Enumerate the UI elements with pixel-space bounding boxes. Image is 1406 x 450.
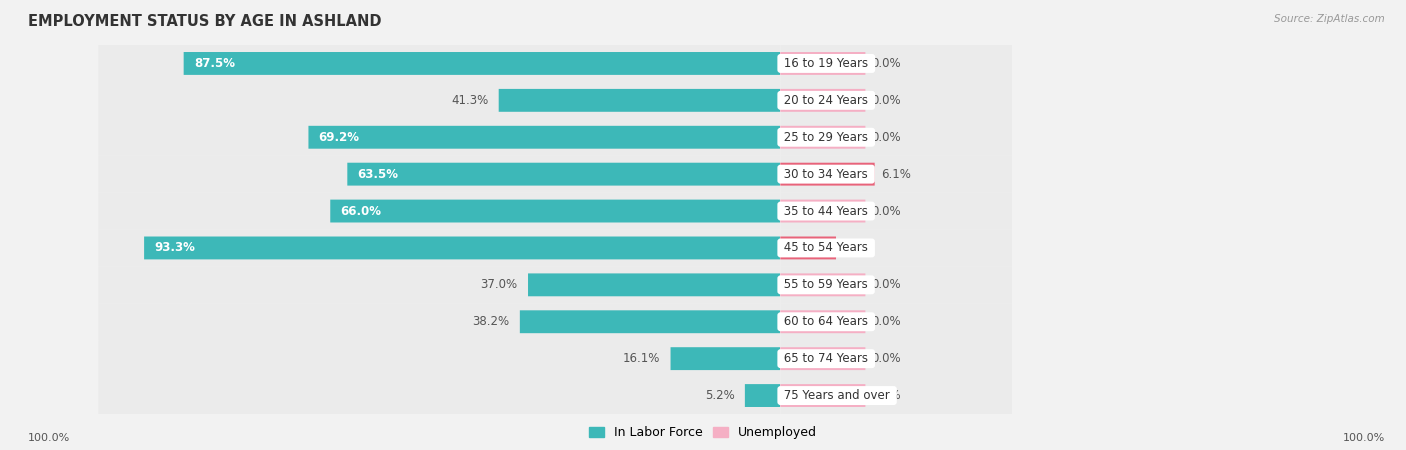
FancyBboxPatch shape [780,89,866,112]
FancyBboxPatch shape [184,52,780,75]
Text: 0.0%: 0.0% [872,57,901,70]
Text: 55 to 59 Years: 55 to 59 Years [780,279,872,291]
Text: 3.6%: 3.6% [842,242,872,254]
Text: 45 to 54 Years: 45 to 54 Years [780,242,872,254]
FancyBboxPatch shape [98,230,780,266]
FancyBboxPatch shape [780,52,866,75]
FancyBboxPatch shape [98,82,780,119]
FancyBboxPatch shape [780,340,1012,377]
FancyBboxPatch shape [780,384,866,407]
Text: 35 to 44 Years: 35 to 44 Years [780,205,872,217]
FancyBboxPatch shape [98,193,780,230]
Text: EMPLOYMENT STATUS BY AGE IN ASHLAND: EMPLOYMENT STATUS BY AGE IN ASHLAND [28,14,381,28]
Text: 60 to 64 Years: 60 to 64 Years [780,315,872,328]
Text: 93.3%: 93.3% [155,242,195,254]
Text: 20 to 24 Years: 20 to 24 Years [780,94,872,107]
FancyBboxPatch shape [98,156,780,193]
FancyBboxPatch shape [780,82,1012,119]
Text: 16.1%: 16.1% [623,352,661,365]
Text: 0.0%: 0.0% [872,131,901,144]
FancyBboxPatch shape [520,310,780,333]
Text: 0.0%: 0.0% [872,94,901,107]
Text: 0.0%: 0.0% [872,205,901,217]
FancyBboxPatch shape [780,310,866,333]
Text: 0.0%: 0.0% [872,389,901,402]
FancyBboxPatch shape [745,384,780,407]
Text: 25 to 29 Years: 25 to 29 Years [780,131,872,144]
FancyBboxPatch shape [780,266,1012,303]
FancyBboxPatch shape [780,230,1012,266]
Text: 38.2%: 38.2% [472,315,509,328]
Text: 0.0%: 0.0% [872,279,901,291]
Text: 100.0%: 100.0% [28,433,70,443]
FancyBboxPatch shape [98,45,780,82]
FancyBboxPatch shape [780,200,866,222]
FancyBboxPatch shape [347,163,780,185]
FancyBboxPatch shape [330,200,780,222]
FancyBboxPatch shape [780,303,1012,340]
FancyBboxPatch shape [98,340,780,377]
FancyBboxPatch shape [671,347,780,370]
Text: 6.1%: 6.1% [880,168,911,180]
Text: Source: ZipAtlas.com: Source: ZipAtlas.com [1274,14,1385,23]
Text: 65 to 74 Years: 65 to 74 Years [780,352,872,365]
FancyBboxPatch shape [780,163,875,185]
Text: 30 to 34 Years: 30 to 34 Years [780,168,872,180]
FancyBboxPatch shape [143,237,780,259]
FancyBboxPatch shape [780,119,1012,156]
FancyBboxPatch shape [529,274,780,296]
Text: 100.0%: 100.0% [1343,433,1385,443]
FancyBboxPatch shape [499,89,780,112]
Text: 87.5%: 87.5% [194,57,235,70]
FancyBboxPatch shape [98,377,780,414]
FancyBboxPatch shape [780,377,1012,414]
FancyBboxPatch shape [308,126,780,148]
FancyBboxPatch shape [98,266,780,303]
FancyBboxPatch shape [780,45,1012,82]
Text: 75 Years and over: 75 Years and over [780,389,894,402]
Text: 0.0%: 0.0% [872,352,901,365]
Legend: In Labor Force, Unemployed: In Labor Force, Unemployed [589,426,817,439]
FancyBboxPatch shape [98,303,780,340]
FancyBboxPatch shape [780,274,866,296]
FancyBboxPatch shape [780,347,866,370]
Text: 16 to 19 Years: 16 to 19 Years [780,57,872,70]
FancyBboxPatch shape [780,156,1012,193]
FancyBboxPatch shape [780,126,866,148]
Text: 69.2%: 69.2% [319,131,360,144]
Text: 66.0%: 66.0% [340,205,381,217]
Text: 41.3%: 41.3% [451,94,488,107]
Text: 5.2%: 5.2% [704,389,735,402]
Text: 37.0%: 37.0% [481,279,517,291]
FancyBboxPatch shape [780,237,837,259]
FancyBboxPatch shape [780,193,1012,230]
Text: 0.0%: 0.0% [872,315,901,328]
FancyBboxPatch shape [98,119,780,156]
Text: 63.5%: 63.5% [357,168,398,180]
